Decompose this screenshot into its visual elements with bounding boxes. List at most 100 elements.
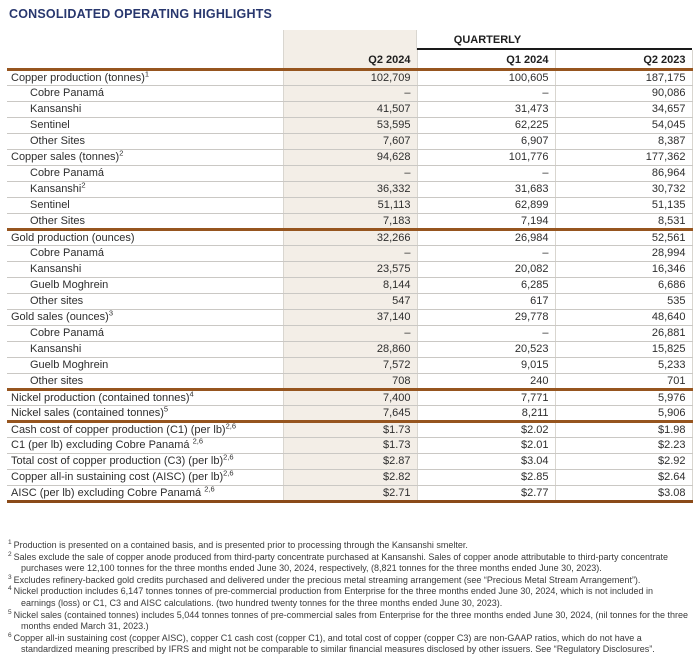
row-label: Copper sales (tonnes)2: [7, 149, 283, 166]
footnote-ref: 2,6: [225, 421, 237, 430]
row-label: Cobre Panamá: [7, 325, 283, 342]
footnote-number: 2: [8, 550, 12, 558]
table-row: Total cost of copper production (C3) (pe…: [7, 453, 693, 470]
row-label: C1 (per lb) excluding Cobre Panamá 2,6: [7, 437, 283, 454]
table-row: Kansanshi 41,507 31,473 34,657: [7, 101, 693, 118]
cell-value: 20,523: [416, 341, 555, 358]
cell-value: 547: [282, 293, 417, 310]
cell-value: 31,683: [416, 181, 555, 198]
cell-value: 187,175: [554, 69, 693, 86]
footnote-ref: 1: [144, 69, 150, 78]
footnote-ref: 2,6: [223, 453, 234, 462]
cell-value: 6,686: [554, 277, 693, 294]
cell-value: –: [416, 325, 555, 342]
row-label: Nickel sales (contained tonnes)5: [7, 405, 283, 423]
cell-value: 53,595: [282, 117, 417, 134]
table-row: Copper all-in sustaining cost (AISC) (pe…: [7, 469, 693, 486]
cell-value: 54,045: [554, 117, 693, 134]
footnote-5: 5 Nickel sales (contained tonnes) include…: [8, 609, 689, 633]
cell-value: 86,964: [554, 165, 693, 182]
table-row: Guelb Moghrein 7,572 9,015 5,233: [7, 357, 693, 374]
cell-value: 23,575: [282, 261, 417, 278]
cell-value: $1.73: [282, 437, 417, 454]
quarterly-group-header: QUARTERLY: [283, 30, 693, 50]
cell-value: 701: [554, 373, 693, 391]
row-label: Kansanshi: [7, 101, 283, 118]
cell-value: 16,346: [554, 261, 693, 278]
cell-value: –: [282, 325, 417, 342]
cell-value: 7,194: [416, 213, 555, 231]
row-label: Total cost of copper production (C3) (pe…: [7, 453, 283, 470]
footnote-number: 6: [8, 631, 12, 639]
table-row: Kansanshi 28,860 20,523 15,825: [7, 341, 693, 358]
cell-value: 41,507: [282, 101, 417, 118]
table-row: Guelb Moghrein 8,144 6,285 6,686: [7, 277, 693, 294]
cell-value: 29,778: [416, 309, 555, 326]
table-row: Nickel sales (contained tonnes)5 7,645 8,2…: [7, 405, 693, 423]
cell-value: 5,906: [554, 405, 693, 423]
table-row: Cobre Panamá – –26,881: [7, 325, 693, 342]
cell-value: 8,531: [554, 213, 693, 231]
table-row: Kansanshi 23,575 20,082 16,346: [7, 261, 693, 278]
cell-value: 62,899: [416, 197, 555, 214]
cell-value: 7,645: [282, 405, 417, 423]
table-row: Cobre Panamá – –90,086: [7, 85, 693, 102]
column-header-spacer: [7, 50, 283, 71]
cell-value: 37,140: [282, 309, 417, 326]
cell-value: $3.08: [554, 485, 693, 503]
cell-value: 51,113: [282, 197, 417, 214]
cell-value: 7,183: [282, 213, 417, 231]
group-header-spacer: [7, 30, 283, 50]
footnote-ref: 3: [108, 309, 113, 318]
cell-value: 5,233: [554, 357, 693, 374]
cell-value: 32,266: [282, 229, 417, 246]
footnote-2: 2 Sales exclude the sale of copper anode …: [8, 550, 689, 575]
footnote-text: Nickel sales (contained tonnes) includes…: [13, 609, 689, 632]
row-label: Gold sales (ounces)3: [7, 309, 283, 326]
row-label: Guelb Moghrein: [7, 277, 283, 294]
cell-value: 7,607: [282, 133, 417, 150]
row-label: Cash cost of copper production (C1) (per…: [7, 421, 283, 438]
cell-value: 34,657: [554, 101, 693, 118]
footnote-ref: 2: [119, 149, 124, 158]
cell-value: 26,984: [416, 229, 555, 246]
row-label: Cobre Panamá: [7, 165, 283, 182]
cell-value: 101,776: [416, 149, 555, 166]
cell-value: 7,400: [282, 389, 417, 406]
cell-value: 26,881: [554, 325, 693, 342]
cell-value: –: [416, 165, 555, 182]
footnote-ref: 2: [81, 181, 86, 190]
column-header-q2-2024: Q2 2024: [282, 50, 417, 71]
cell-value: 36,332: [282, 181, 417, 198]
cell-value: $2.82: [282, 469, 417, 486]
row-label: Sentinel: [7, 117, 283, 134]
cell-value: $2.64: [554, 469, 693, 486]
cell-value: $2.87: [282, 453, 417, 470]
cell-value: 20,082: [416, 261, 555, 278]
footnote-1: 1 Production is presented on a contained …: [8, 539, 689, 552]
cell-value: 15,825: [554, 341, 693, 358]
cell-value: 5,976: [554, 389, 693, 406]
row-label: Nickel production (contained tonnes)4: [7, 389, 283, 406]
cell-value: $2.92: [554, 453, 693, 470]
footnote-number: 3: [8, 573, 12, 581]
page-title: CONSOLIDATED OPERATING HIGHLIGHTS: [9, 7, 273, 21]
cell-value: $2.71: [282, 485, 417, 503]
table-row: Gold production (ounces) 32,266 26,984 52,5…: [7, 229, 693, 246]
table-row: Other Sites 7,183 7,194 8,531: [7, 213, 693, 231]
cell-value: 28,994: [554, 245, 693, 262]
group-header-row: QUARTERLY: [7, 30, 693, 50]
cell-value: 8,387: [554, 133, 693, 150]
cell-value: 177,362: [554, 149, 693, 166]
table-row: Copper sales (tonnes)2 94,628 101,776 177,3…: [7, 149, 693, 166]
cell-value: 30,732: [554, 181, 693, 198]
footnote-ref: 2,6: [192, 437, 204, 446]
table-row: Cash cost of copper production (C1) (per…: [7, 421, 693, 438]
cell-value: 8,144: [282, 277, 417, 294]
cell-value: $2.77: [416, 485, 555, 503]
footnote-text: Copper all-in sustaining cost (copper AI…: [13, 632, 655, 655]
footnote-6: 6 Copper all-in sustaining cost (copper A…: [8, 631, 689, 656]
row-label: Other sites: [7, 373, 283, 391]
cell-value: $2.02: [416, 421, 555, 438]
cell-value: 28,860: [282, 341, 417, 358]
